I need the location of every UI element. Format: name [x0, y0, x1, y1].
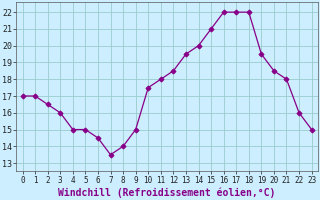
X-axis label: Windchill (Refroidissement éolien,°C): Windchill (Refroidissement éolien,°C) [58, 187, 276, 198]
